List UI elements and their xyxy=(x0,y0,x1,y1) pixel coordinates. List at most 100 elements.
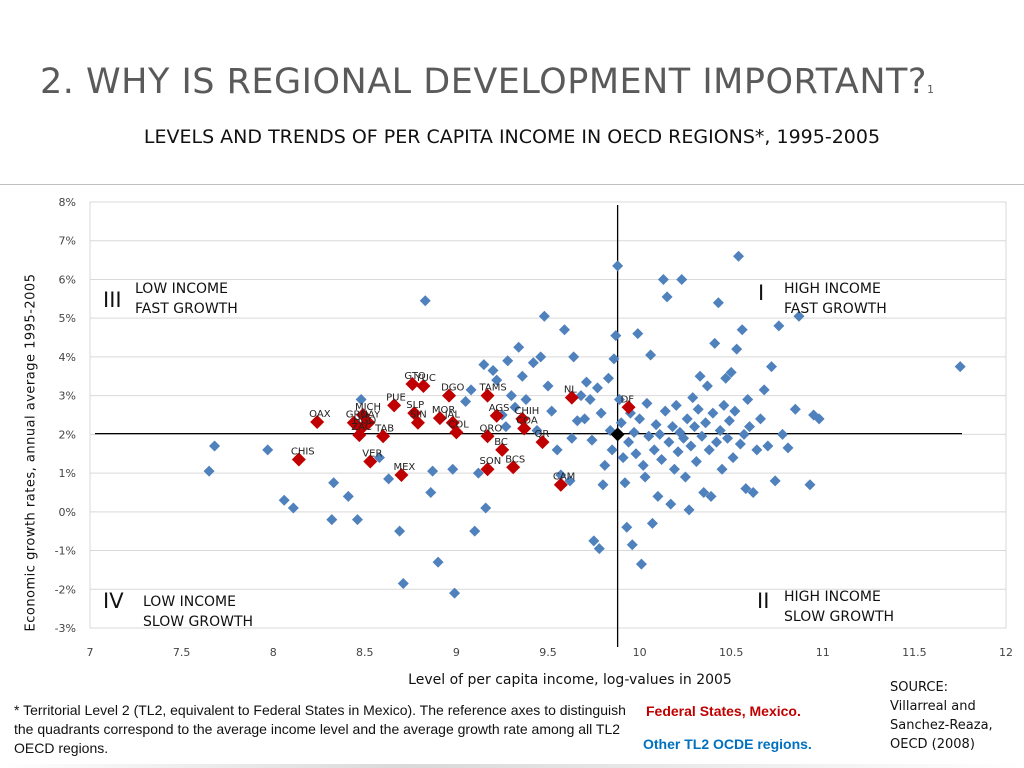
federal-state-label: CAM xyxy=(553,472,575,483)
oecd-region-point xyxy=(278,494,290,506)
federal-state-point xyxy=(442,388,457,403)
x-tick-label: 11 xyxy=(816,646,830,659)
federal-state-point xyxy=(480,462,495,477)
oecd-region-point xyxy=(729,405,741,417)
federal-state-label: BC xyxy=(494,437,508,448)
federal-state-label: SLP xyxy=(406,400,424,411)
federal-state-point xyxy=(506,460,521,475)
oecd-region-point xyxy=(769,475,781,487)
oecd-region-point xyxy=(696,430,708,442)
title-superscript: 1 xyxy=(927,83,935,96)
federal-state-label: MICH xyxy=(355,402,381,413)
x-tick-label: 8 xyxy=(270,646,277,659)
y-tick-label: 8% xyxy=(59,196,76,209)
oecd-region-point xyxy=(432,556,444,568)
oecd-region-point xyxy=(773,320,785,332)
oecd-region-point xyxy=(287,502,299,514)
federal-state-point xyxy=(376,429,391,444)
federal-state-point xyxy=(387,398,402,413)
federal-state-label: VER xyxy=(362,448,382,459)
chart-title: LEVELS AND TRENDS OF PER CAPITA INCOME I… xyxy=(143,126,881,148)
quadrant-II-numeral: II xyxy=(757,589,770,613)
oecd-region-point xyxy=(623,436,635,448)
oecd-region-point xyxy=(449,587,461,599)
oecd-region-point xyxy=(641,397,653,409)
federal-state-label: JAL xyxy=(444,410,461,421)
y-tick-label: 7% xyxy=(59,235,76,248)
y-tick-label: -3% xyxy=(55,622,76,635)
oecd-region-point xyxy=(606,444,618,456)
oecd-region-point xyxy=(643,430,655,442)
oecd-region-point xyxy=(500,421,512,433)
oecd-region-point xyxy=(804,479,816,491)
federal-state-point xyxy=(489,408,504,423)
oecd-region-point xyxy=(447,463,459,475)
oecd-region-point xyxy=(469,525,481,537)
quadrant-IV-numeral: IV xyxy=(103,589,124,613)
federal-state-label: COL xyxy=(448,419,469,430)
federal-state-label: BCS xyxy=(505,454,525,465)
oecd-region-point xyxy=(478,359,490,371)
federal-state-label: NL xyxy=(564,385,577,396)
quadrant-I-numeral: I xyxy=(758,281,765,305)
oecd-region-point xyxy=(566,432,578,444)
oecd-region-point xyxy=(509,401,521,413)
x-tick-label: 9.5 xyxy=(539,646,557,659)
oecd-region-point xyxy=(776,428,788,440)
oecd-region-point xyxy=(683,504,695,516)
quadrant-IV-label: LOW INCOME SLOW GROWTH xyxy=(143,594,254,630)
federal-state-point xyxy=(394,468,409,483)
oecd-region-point xyxy=(568,351,580,363)
oecd-region-point xyxy=(766,361,778,373)
oecd-region-point xyxy=(954,361,966,373)
oecd-region-point xyxy=(646,517,658,529)
oecd-region-point xyxy=(531,424,543,436)
oecd-region-point xyxy=(678,432,690,444)
oecd-region-point xyxy=(502,355,514,367)
oecd-region-point xyxy=(617,452,629,464)
oecd-region-point xyxy=(722,432,734,444)
oecd-region-point xyxy=(712,297,724,309)
oecd-region-point xyxy=(615,417,627,429)
oecd-region-point xyxy=(723,415,735,427)
federal-state-label: NAY xyxy=(360,410,381,421)
oecd-region-point xyxy=(575,390,587,402)
slide-title-text: 2. WHY IS REGIONAL DEVELOPMENT IMPORTANT… xyxy=(40,62,928,102)
oecd-region-point xyxy=(681,413,693,425)
federal-state-point xyxy=(432,411,447,426)
oecd-region-point xyxy=(394,525,406,537)
federal-state-label: DF xyxy=(621,394,635,405)
oecd-region-point xyxy=(558,324,570,336)
oecd-region-point xyxy=(527,357,539,369)
oecd-region-point xyxy=(619,477,631,489)
federal-state-label: PUE xyxy=(386,392,406,403)
oecd-region-point xyxy=(663,436,675,448)
oecd-region-point xyxy=(635,558,647,570)
oecd-region-point xyxy=(709,337,721,349)
oecd-region-point xyxy=(538,310,550,322)
oecd-region-point xyxy=(597,479,609,491)
federal-state-label: SON xyxy=(480,456,502,467)
oecd-region-point xyxy=(564,475,576,487)
oecd-region-point xyxy=(707,407,719,419)
oecd-region-point xyxy=(782,442,794,454)
oecd-region-point xyxy=(733,250,745,262)
oecd-region-point xyxy=(755,413,767,425)
y-tick-label: -1% xyxy=(55,545,76,558)
federal-state-point xyxy=(410,415,425,430)
federal-state-point xyxy=(564,390,579,405)
x-tick-label: 7.5 xyxy=(173,646,191,659)
oecd-region-point xyxy=(672,446,684,458)
oecd-region-point xyxy=(718,399,730,411)
oecd-region-point xyxy=(657,273,669,285)
federal-state-point xyxy=(553,477,568,492)
y-axis-label: Economic growth rates, annual average 19… xyxy=(23,273,39,632)
oecd-region-point xyxy=(685,440,697,452)
oecd-region-point xyxy=(716,463,728,475)
oecd-region-point xyxy=(491,374,503,386)
y-tick-label: 3% xyxy=(59,390,76,403)
oecd-region-point xyxy=(580,376,592,388)
oecd-region-point xyxy=(679,471,691,483)
oecd-region-point xyxy=(551,444,563,456)
y-tick-label: 4% xyxy=(59,351,76,364)
